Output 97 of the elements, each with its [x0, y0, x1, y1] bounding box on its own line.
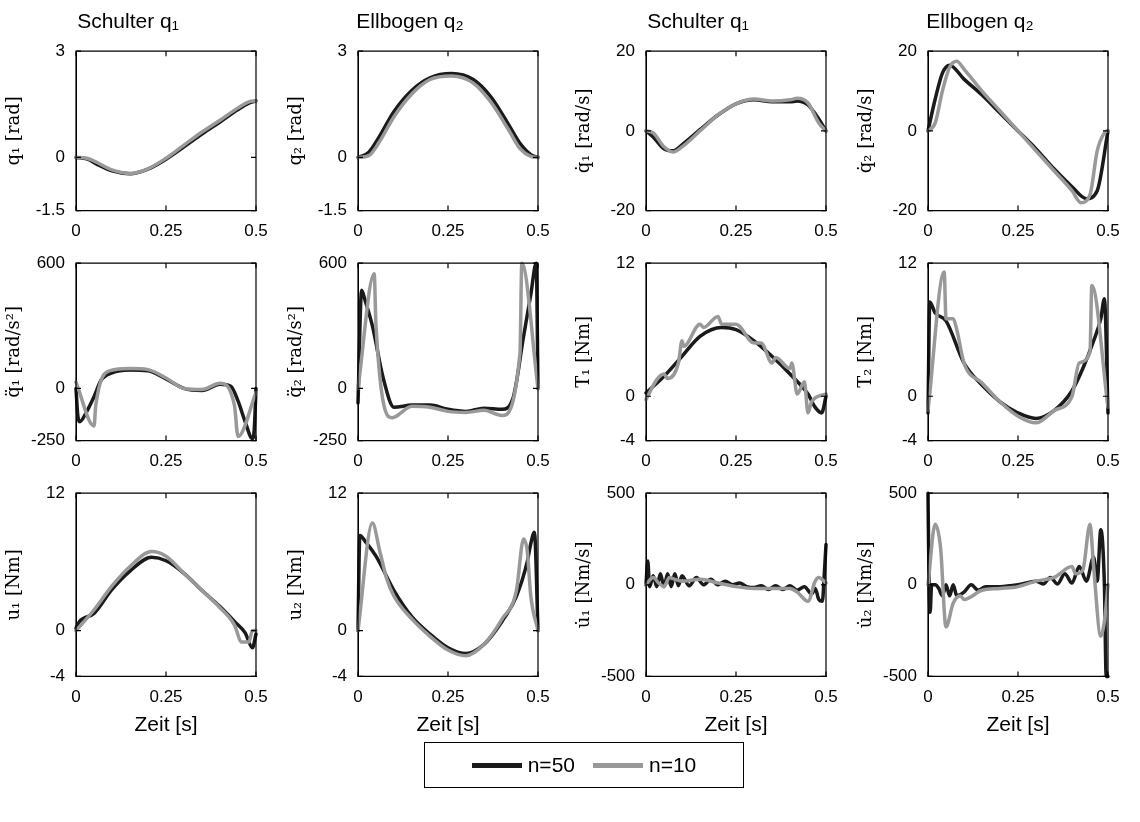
y-tick-label: -500 — [600, 666, 635, 686]
x-tick-label: 0.25 — [149, 687, 183, 707]
y-tick-label: 600 — [318, 252, 347, 272]
legend-label: n=10 — [649, 753, 697, 777]
x-tick-label: 0 — [353, 687, 363, 707]
y-tick-label: -20 — [610, 200, 635, 220]
x-tick-label: 0 — [71, 687, 81, 707]
y-axis-title: q̈₂ [rad/s²] — [284, 305, 306, 398]
y-tick-label: 12 — [616, 252, 635, 272]
x-tick-label: 0.25 — [1001, 451, 1035, 471]
y-tick-label: -4 — [49, 666, 65, 686]
y-tick-label: 3 — [55, 40, 65, 60]
y-tick-label: 0 — [55, 147, 65, 167]
y-axis-title: q̇₁ [rad/s] — [572, 88, 594, 174]
y-tick-label: -500 — [882, 666, 917, 686]
y-axis-title: q₂ [rad] — [284, 96, 306, 166]
y-axis-title: u̇₁ [Nm/s] — [572, 541, 594, 629]
y-tick-label: 0 — [907, 120, 917, 140]
line-series — [926, 270, 1110, 425]
y-axis-title: T₁ [Nm] — [572, 315, 594, 388]
x-tick-label: 0 — [923, 221, 933, 241]
y-tick-label: 0 — [625, 574, 635, 594]
x-tick-label: 0.25 — [149, 221, 183, 241]
x-tick-label: 0.5 — [1096, 687, 1120, 707]
y-tick-label: 12 — [898, 252, 917, 272]
x-tick-label: 0.25 — [719, 451, 753, 471]
chart-title: Ellbogen q₂ — [356, 9, 464, 33]
x-tick-label: 0 — [641, 221, 651, 241]
line-series — [926, 522, 1110, 638]
chart-title: Schulter q₁ — [647, 9, 749, 33]
x-tick-label: 0.25 — [431, 451, 465, 471]
y-tick-label: 0 — [625, 120, 635, 140]
x-axis-title: Zeit [s] — [134, 712, 198, 736]
x-axis-title: Zeit [s] — [416, 712, 480, 736]
x-tick-label: 0.5 — [244, 451, 268, 471]
x-tick-label: 0.25 — [431, 687, 465, 707]
y-axis-title: q̇₂ [rad/s] — [854, 88, 876, 174]
x-tick-label: 0.5 — [526, 687, 550, 707]
x-axis-title: Zeit [s] — [704, 712, 768, 736]
y-tick-label: 12 — [328, 482, 347, 502]
y-axis-title: q̈₁ [rad/s²] — [2, 305, 24, 398]
x-tick-label: 0.25 — [149, 451, 183, 471]
y-axis-title: u₂ [Nm] — [284, 549, 306, 621]
y-tick-label: 0 — [907, 574, 917, 594]
x-tick-label: 0 — [353, 451, 363, 471]
y-tick-label: -250 — [312, 430, 347, 450]
y-tick-label: 0 — [337, 378, 347, 398]
chart-title: Ellbogen q₂ — [926, 9, 1034, 33]
line-series — [644, 575, 828, 604]
x-tick-label: 0 — [71, 221, 81, 241]
x-axis-title: Zeit [s] — [986, 712, 1050, 736]
x-tick-label: 0.5 — [814, 687, 838, 707]
y-tick-label: 0 — [55, 378, 65, 398]
y-tick-label: 0 — [55, 620, 65, 640]
x-tick-label: 0 — [923, 451, 933, 471]
x-tick-label: 0.5 — [244, 221, 268, 241]
y-tick-label: 0 — [907, 385, 917, 405]
x-tick-label: 0 — [71, 451, 81, 471]
y-tick-label: 20 — [616, 40, 635, 60]
x-tick-label: 0.5 — [814, 451, 838, 471]
x-tick-label: 0 — [353, 221, 363, 241]
y-tick-label: -1.5 — [35, 200, 65, 220]
x-tick-label: 0.5 — [244, 687, 268, 707]
x-tick-label: 0 — [641, 451, 651, 471]
y-axis-title: u₁ [Nm] — [2, 549, 24, 621]
x-tick-label: 0 — [923, 687, 933, 707]
y-tick-label: 600 — [36, 252, 65, 272]
x-tick-label: 0.5 — [814, 221, 838, 241]
y-tick-label: 500 — [606, 482, 635, 502]
x-tick-label: 0.5 — [526, 221, 550, 241]
y-axis-title: q₁ [rad] — [2, 96, 24, 166]
y-tick-label: -4 — [901, 430, 917, 450]
y-tick-label: 3 — [337, 40, 347, 60]
y-tick-label: -250 — [30, 430, 65, 450]
x-tick-label: 0.25 — [1001, 221, 1035, 241]
x-tick-label: 0.25 — [719, 687, 753, 707]
y-tick-label: 20 — [898, 40, 917, 60]
y-axis-title: u̇₂ [Nm/s] — [854, 541, 876, 629]
x-tick-label: 0.5 — [1096, 451, 1120, 471]
x-tick-label: 0.25 — [719, 221, 753, 241]
y-tick-label: 0 — [337, 620, 347, 640]
chart-title: Schulter q₁ — [77, 9, 179, 33]
y-tick-label: -20 — [892, 200, 917, 220]
y-tick-label: -4 — [619, 430, 635, 450]
y-axis-title: T₂ [Nm] — [854, 315, 876, 388]
y-tick-label: -4 — [331, 666, 347, 686]
y-tick-label: 0 — [625, 385, 635, 405]
y-tick-label: 500 — [888, 482, 917, 502]
y-tick-label: 12 — [46, 482, 65, 502]
x-tick-label: 0.25 — [1001, 687, 1035, 707]
x-tick-label: 0 — [641, 687, 651, 707]
legend-label: n=50 — [527, 753, 575, 777]
x-tick-label: 0.25 — [431, 221, 465, 241]
x-tick-label: 0.5 — [1096, 221, 1120, 241]
y-tick-label: 0 — [337, 147, 347, 167]
y-tick-label: -1.5 — [317, 200, 347, 220]
x-tick-label: 0.5 — [526, 451, 550, 471]
